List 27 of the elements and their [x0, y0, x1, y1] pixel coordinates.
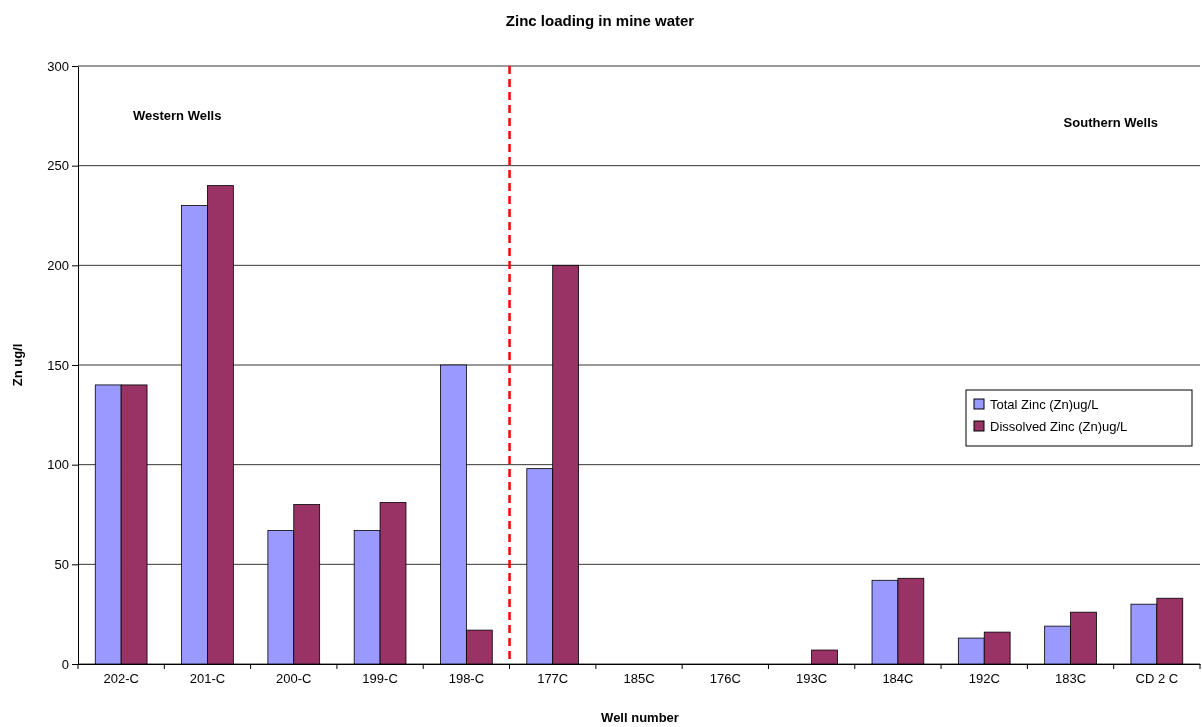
x-tick-label: 183C — [1055, 671, 1087, 687]
x-tick-label: 184C — [882, 671, 914, 687]
x-tick-label: 201-C — [189, 671, 226, 687]
y-tick-label: 200 — [47, 257, 69, 273]
x-tick-label: 177C — [537, 671, 569, 687]
x-tick-label: 176C — [709, 671, 741, 687]
x-tick-label: CD 2 C — [1135, 671, 1179, 687]
x-tick-label: 202-C — [103, 671, 139, 687]
x-tick-label: 198-C — [448, 671, 485, 687]
y-tick-label: 50 — [54, 556, 69, 572]
x-tick-label: 192C — [968, 671, 1000, 687]
legend-label: Dissolved Zinc (Zn)ug/L — [990, 419, 1128, 434]
y-tick-label: 300 — [47, 58, 69, 74]
y-tick-label: 250 — [47, 158, 69, 174]
x-tick-label: 185C — [623, 671, 655, 687]
annotation: Western Wells — [133, 108, 222, 123]
y-tick-label: 0 — [61, 656, 69, 672]
chart-title: Zinc loading in mine water — [505, 12, 695, 29]
x-axis-title: Well number — [601, 710, 679, 725]
x-tick-label: 199-C — [362, 671, 398, 687]
y-tick-label: 150 — [47, 357, 69, 373]
y-tick-label: 100 — [47, 457, 69, 473]
annotation: Southern Wells — [1063, 115, 1158, 130]
legend-label: Total Zinc (Zn)ug/L — [990, 397, 1099, 412]
x-tick-label: 193C — [796, 671, 828, 687]
x-tick-label: 200-C — [276, 671, 312, 687]
y-axis-title: Zn ug/l — [10, 343, 25, 387]
